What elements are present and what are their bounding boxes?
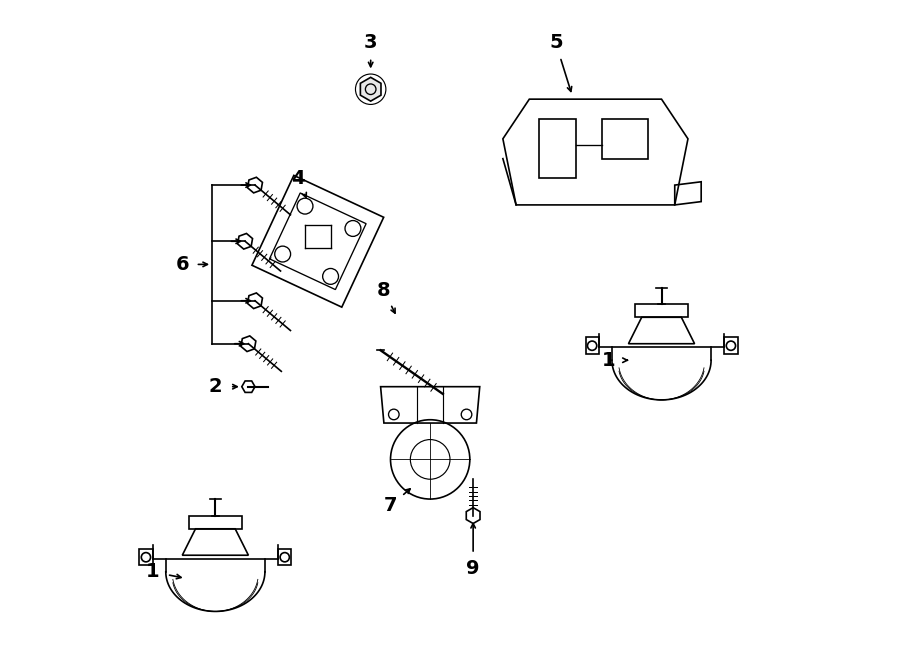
Text: 6: 6 (176, 255, 189, 274)
Text: 3: 3 (364, 34, 377, 52)
Polygon shape (248, 177, 263, 193)
Text: 8: 8 (377, 282, 391, 300)
Text: 1: 1 (602, 351, 616, 369)
Text: 4: 4 (292, 169, 305, 188)
Polygon shape (238, 233, 253, 249)
Text: 2: 2 (209, 377, 222, 396)
Polygon shape (466, 508, 480, 524)
Polygon shape (242, 381, 255, 393)
Text: 5: 5 (549, 34, 562, 52)
Text: 1: 1 (146, 563, 159, 581)
Text: 9: 9 (466, 559, 480, 578)
Polygon shape (248, 293, 263, 309)
Text: 7: 7 (383, 496, 397, 515)
Polygon shape (241, 336, 256, 352)
Polygon shape (360, 77, 381, 101)
